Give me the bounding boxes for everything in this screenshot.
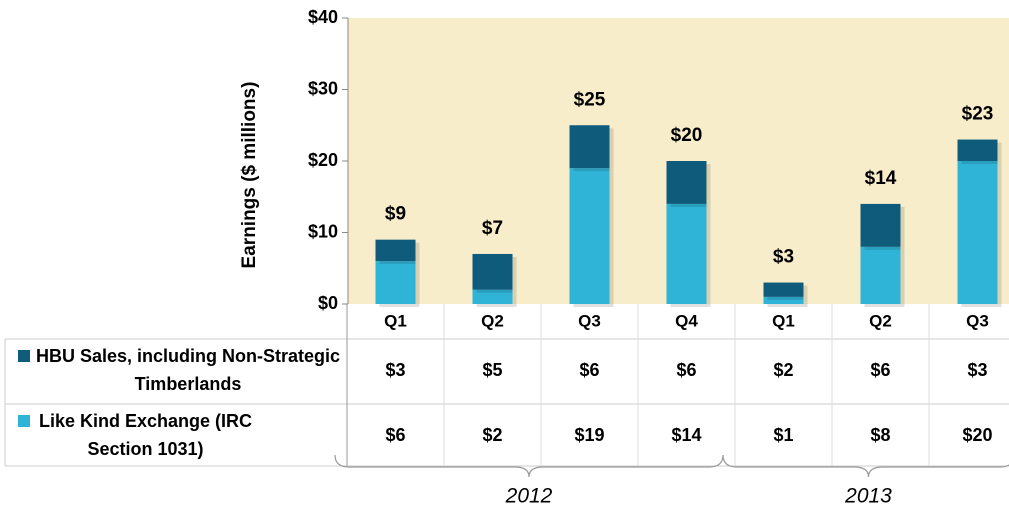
table-value: $6 — [676, 360, 696, 380]
table-value: $2 — [482, 425, 502, 445]
x-tick-label: Q1 — [384, 311, 407, 330]
bar-segment — [957, 139, 998, 161]
group-label: 2012 — [505, 485, 553, 508]
x-tick-label: Q3 — [966, 311, 989, 330]
table-value: $14 — [671, 425, 701, 445]
legend-label: Like Kind Exchange (IRC Section 1031) — [38, 411, 253, 459]
group-brace — [722, 454, 1009, 478]
group-brace — [334, 454, 724, 478]
table-value: $3 — [385, 360, 405, 380]
x-tick-label: Q3 — [578, 311, 601, 330]
table-value: $2 — [773, 360, 793, 380]
bar-segment — [472, 289, 513, 304]
y-tick-label: $40 — [308, 7, 338, 27]
bar-segment — [666, 203, 707, 304]
bar-segment — [763, 296, 804, 304]
group-label: 2013 — [844, 485, 892, 508]
bar-segment — [569, 168, 610, 304]
x-tick-label: Q2 — [481, 311, 504, 330]
y-axis-label: Earnings ($ millions) — [239, 82, 260, 269]
total-label: $7 — [482, 218, 503, 239]
y-tick-label: $0 — [318, 293, 338, 313]
table-value: $20 — [962, 425, 992, 445]
y-tick-label: $30 — [308, 78, 338, 98]
x-tick-label: Q1 — [772, 311, 795, 330]
table-value: $8 — [870, 425, 890, 445]
table-value: $1 — [773, 425, 793, 445]
table-value: $19 — [574, 425, 604, 445]
table-value: $6 — [870, 360, 890, 380]
bar-segment — [375, 261, 416, 304]
x-tick-label: Q2 — [869, 311, 892, 330]
bar-segment — [666, 161, 707, 204]
bar-segment — [763, 282, 804, 297]
bar-segment — [860, 203, 901, 247]
total-label: $23 — [962, 104, 994, 125]
table-background — [348, 304, 1009, 464]
total-label: $14 — [865, 168, 897, 189]
total-label: $20 — [671, 125, 703, 146]
bar-segment — [375, 239, 416, 262]
y-tick-label: $20 — [308, 150, 338, 170]
y-tick-label: $10 — [308, 221, 338, 241]
bar-segment — [472, 253, 513, 290]
bar-segment — [860, 246, 901, 304]
table-value: $3 — [967, 360, 987, 380]
bar-segment — [569, 125, 610, 169]
table-value: $5 — [482, 360, 502, 380]
x-tick-label: Q4 — [675, 311, 698, 330]
legend-label: HBU Sales, including Non-Strategic Timbe… — [35, 346, 341, 394]
table-value: $6 — [579, 360, 599, 380]
total-label: $9 — [385, 204, 406, 225]
legend-swatch — [18, 415, 30, 427]
bar-segment — [957, 161, 998, 304]
total-label: $3 — [773, 247, 794, 268]
legend-swatch — [18, 350, 30, 362]
total-label: $25 — [574, 89, 606, 110]
table-value: $6 — [385, 425, 405, 445]
